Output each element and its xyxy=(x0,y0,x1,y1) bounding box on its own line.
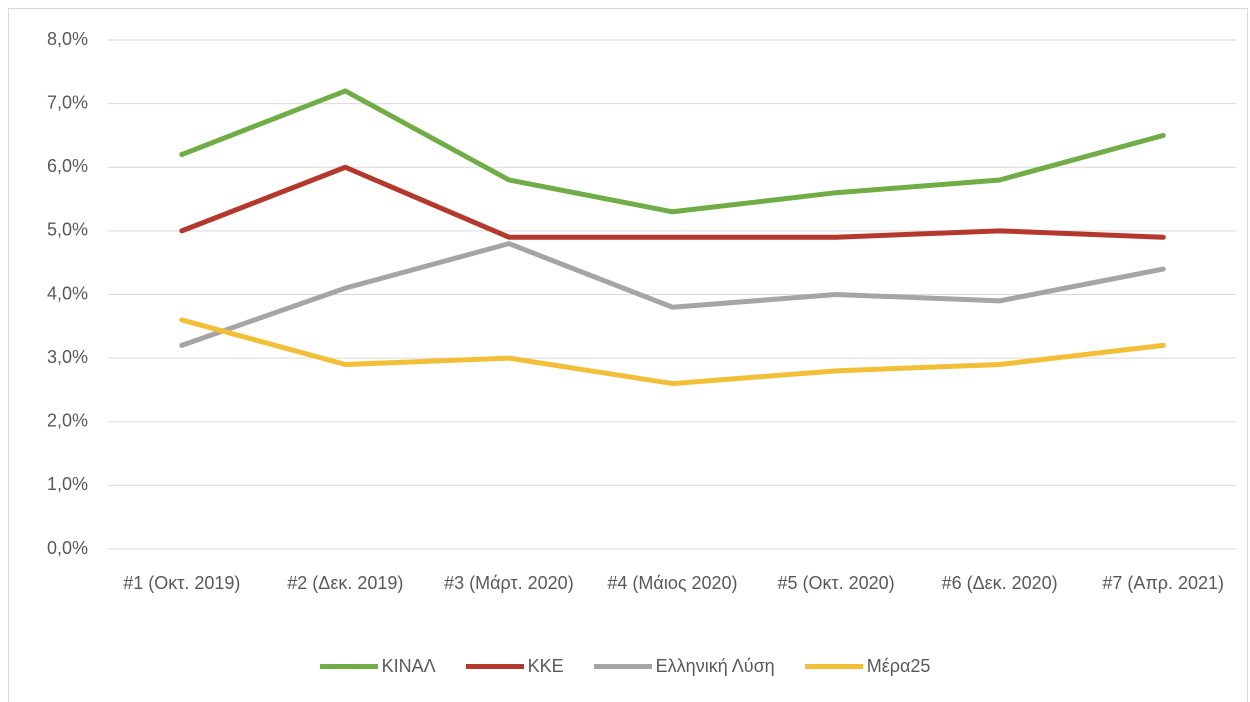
x-tick-label: #5 (Οκτ. 2020) xyxy=(777,573,895,593)
x-tick-label: #4 (Μάιος 2020) xyxy=(607,573,738,593)
y-tick-label: 8,0% xyxy=(47,29,88,49)
y-tick-label: 2,0% xyxy=(47,411,88,431)
legend: ΚΙΝΑΛ ΚΚΕ Ελληνική Λύση Μέρα25 xyxy=(0,656,1250,677)
y-tick-label: 0,0% xyxy=(47,538,88,558)
legend-label: Ελληνική Λύση xyxy=(655,656,775,676)
legend-label: Μέρα25 xyxy=(866,656,931,676)
y-tick-label: 5,0% xyxy=(47,220,88,240)
legend-swatch xyxy=(319,664,378,669)
legend-item: Ελληνική Λύση xyxy=(593,656,775,677)
series-line xyxy=(179,317,1166,387)
legend-item: ΚΙΝΑΛ xyxy=(319,656,436,677)
y-tick-label: 6,0% xyxy=(47,156,88,176)
y-tick-label: 7,0% xyxy=(47,92,88,112)
series-line xyxy=(179,241,1166,348)
legend-swatch xyxy=(804,664,863,669)
x-tick-label: #2 (Δεκ. 2019) xyxy=(287,573,404,593)
x-tick-label: #3 (Μάρτ. 2020) xyxy=(444,573,574,593)
y-tick-label: 4,0% xyxy=(47,283,88,303)
y-tick-label: 1,0% xyxy=(47,474,88,494)
y-tick-label: 3,0% xyxy=(47,347,88,367)
legend-item: ΚΚΕ xyxy=(465,656,564,677)
legend-swatch xyxy=(465,664,524,669)
legend-label: ΚΙΝΑΛ xyxy=(381,656,436,676)
x-tick-label: #6 (Δεκ. 2020) xyxy=(941,573,1058,593)
legend-label: ΚΚΕ xyxy=(527,656,564,676)
series-line xyxy=(179,88,1166,215)
x-tick-label: #7 (Απρ. 2021) xyxy=(1102,573,1225,593)
series-line xyxy=(179,164,1166,240)
chart-frame xyxy=(8,8,1248,702)
legend-item: Μέρα25 xyxy=(804,656,931,677)
x-tick-label: #1 (Οκτ. 2019) xyxy=(123,573,241,593)
legend-swatch xyxy=(593,664,652,669)
